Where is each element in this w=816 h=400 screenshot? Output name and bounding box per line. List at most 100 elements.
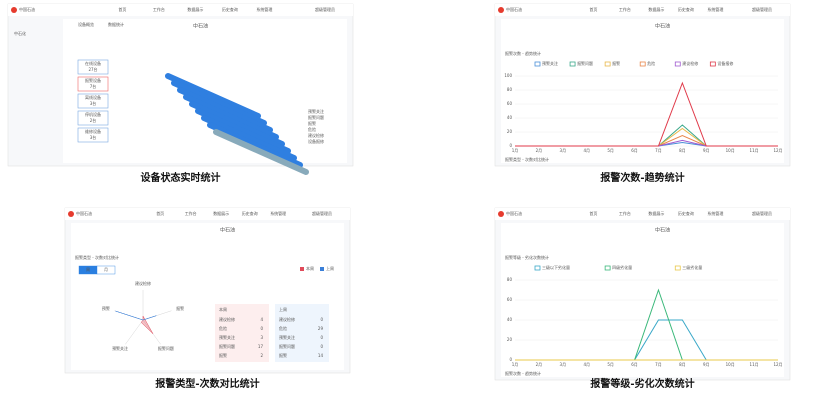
y-tick-label: 80	[507, 87, 513, 92]
nav-item[interactable]: 数据展示	[648, 6, 664, 12]
x-tick-label: 7月	[655, 362, 662, 367]
row-value: 0	[320, 344, 323, 349]
bar-legend: 预警关注	[308, 108, 324, 114]
row-value: 17	[258, 344, 264, 349]
row-label: 报警	[279, 352, 287, 358]
series-line	[515, 81, 778, 147]
x-tick-label: 5月	[607, 362, 614, 367]
x-tick-label: 12月	[773, 148, 782, 153]
legend-label: 本周	[306, 265, 314, 271]
y-tick-label: 20	[507, 337, 513, 342]
caption: 报警等级-劣化次数统计	[590, 377, 694, 390]
row-label: 预警关注	[219, 334, 235, 340]
x-tick-label: 5月	[607, 148, 614, 153]
sidebar-item[interactable]: 中石化	[14, 30, 26, 36]
y-tick-label: 80	[507, 277, 513, 282]
nav-item[interactable]: 首页	[118, 6, 126, 12]
page-title: 中石油	[655, 227, 670, 234]
x-tick-label: 12月	[773, 362, 782, 367]
bar-legend: 报警问题	[308, 114, 324, 120]
logo-text: 中国石油	[76, 210, 92, 216]
nav-item[interactable]: 首页	[589, 210, 597, 216]
legend-label: 建议检修	[682, 60, 698, 66]
device-bar	[207, 122, 303, 168]
caption: 报警次数-趋势统计	[600, 171, 684, 184]
nav-item[interactable]: 系统管理	[256, 6, 272, 12]
nav-item[interactable]: 系统管理	[270, 210, 286, 216]
page-title: 中石油	[220, 227, 235, 234]
nav-item[interactable]: 数据展示	[648, 210, 664, 216]
y-tick-label: 100	[504, 73, 512, 78]
card-label: 停机设备	[85, 111, 101, 117]
legend-label: 四级劣化量	[612, 264, 632, 270]
nav-item[interactable]: 历史查询	[222, 6, 238, 12]
nav-item[interactable]: 历史查询	[242, 210, 258, 216]
legend-swatch	[604, 265, 611, 271]
nav-item[interactable]: 数据展示	[213, 210, 229, 216]
tab[interactable]: 设备概览	[78, 21, 94, 27]
radar-axis	[125, 319, 144, 345]
legend-swatch	[604, 61, 611, 67]
card-value: 3台	[90, 100, 97, 106]
legend-swatch	[569, 61, 576, 67]
legend-label: 上周	[326, 265, 334, 271]
section-title: 报警类型 - 次数对比统计	[75, 254, 119, 260]
device-bar	[183, 94, 279, 140]
toggle-label[interactable]: 月	[104, 267, 108, 272]
card-label: 报警设备	[85, 77, 101, 83]
bar-legend: 建议检修	[308, 132, 324, 138]
user-name: 超级管理员	[752, 6, 772, 12]
bar-legend: 危险	[308, 126, 316, 132]
legend-swatch	[674, 265, 681, 271]
x-tick-label: 3月	[560, 362, 567, 367]
nav-item[interactable]: 首页	[589, 6, 597, 12]
nav-item[interactable]: 工作台	[619, 210, 631, 216]
toggle-button[interactable]	[96, 265, 116, 275]
top-bar	[8, 4, 353, 16]
tab[interactable]: 数据统计	[108, 21, 124, 27]
status-card	[77, 93, 109, 109]
nav-item[interactable]: 数据展示	[187, 6, 203, 12]
content-card	[501, 19, 784, 163]
row-value: 3	[260, 335, 263, 340]
toggle-label[interactable]: 周	[86, 266, 90, 272]
legend-label: 预警关注	[542, 60, 558, 66]
nav-item[interactable]: 历史查询	[678, 6, 694, 12]
legend-swatch	[709, 61, 716, 67]
user-name: 超级管理员	[752, 210, 772, 216]
legend-swatch	[534, 265, 541, 271]
y-tick-label: 40	[507, 115, 513, 120]
count-table	[215, 304, 269, 362]
legend-swatch	[300, 267, 304, 271]
x-tick-label: 6月	[631, 148, 638, 153]
top-bar	[495, 4, 790, 16]
legend-label: 危险	[647, 60, 655, 66]
legend-label: 三级以下劣化量	[542, 264, 570, 270]
page-title: 中石油	[193, 23, 208, 30]
row-label: 建议检修	[279, 316, 295, 322]
nav-item[interactable]: 工作台	[619, 6, 631, 12]
row-label: 报警问题	[279, 343, 295, 349]
x-tick-label: 2月	[536, 362, 543, 367]
status-card	[77, 59, 109, 75]
nav-item[interactable]: 工作台	[185, 210, 197, 216]
device-bar	[177, 87, 273, 133]
table-title: 上周	[279, 306, 287, 312]
radar-axis-label: 报警问题	[158, 345, 174, 351]
row-label: 建议检修	[219, 316, 235, 322]
logo-icon	[498, 7, 504, 13]
nav-item[interactable]: 工作台	[153, 6, 165, 12]
logo-icon	[11, 7, 17, 13]
radar-axis-label: 建议检修	[135, 280, 151, 286]
nav-item[interactable]: 首页	[156, 210, 164, 216]
status-card	[77, 127, 109, 143]
x-tick-label: 11月	[750, 148, 759, 153]
nav-item[interactable]: 系统管理	[707, 210, 723, 216]
row-value: 0	[320, 317, 323, 322]
device-bar	[195, 108, 291, 154]
row-value: 14	[318, 353, 324, 358]
nav-item[interactable]: 系统管理	[707, 6, 723, 12]
row-value: 29	[318, 326, 324, 331]
section-footer: 报警类型 - 次数对比统计	[505, 156, 549, 162]
nav-item[interactable]: 历史查询	[678, 210, 694, 216]
